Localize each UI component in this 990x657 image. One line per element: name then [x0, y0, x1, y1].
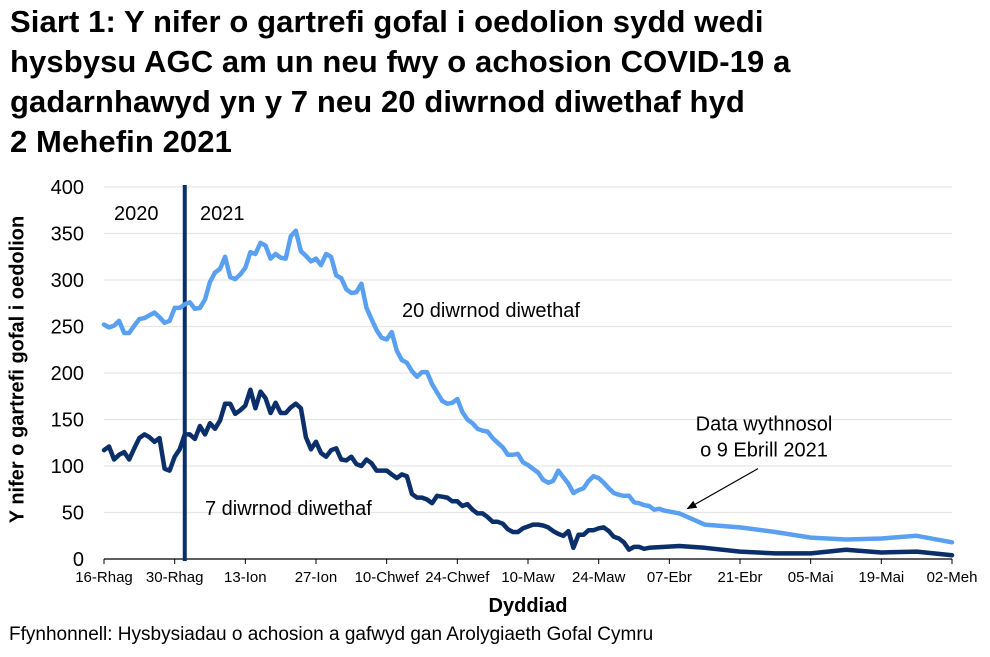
y-tick-label: 350 — [51, 224, 84, 246]
x-tick-label: 24-Maw — [572, 569, 626, 586]
title-line-2: hysbysu AGC am un neu fwy o achosion COV… — [10, 44, 791, 79]
annotation-text: Data wythnosol — [696, 414, 833, 436]
y-tick-label: 100 — [51, 456, 84, 478]
annotation-label: 7 diwrnod diwethaf — [205, 498, 372, 520]
y-axis-ticks: 0 50 100 150 200 250 300 350 400 — [51, 177, 84, 571]
y-tick-label: 150 — [51, 410, 84, 432]
annotation-text: o 9 Ebrill 2021 — [700, 440, 828, 462]
y-axis-label: Y nifer o gartrefi gofal i oedolion — [6, 215, 29, 524]
x-tick-label: 21-Ebr — [717, 569, 762, 586]
x-tick-label: 05-Mai — [788, 569, 834, 586]
x-tick-label: 19-Mai — [858, 569, 904, 586]
annotation-arrow — [686, 468, 759, 510]
x-tick-label: 27-Ion — [295, 569, 338, 586]
x-tick-label: 10-Maw — [501, 569, 555, 586]
annotation-label: 2021 — [200, 203, 245, 225]
annotations: 2020 2021 20 diwrnod diwethaf 7 diwrnod diw… — [114, 203, 832, 520]
y-tick-label: 400 — [51, 177, 84, 199]
x-tick-label: 07-Ebr — [647, 569, 692, 586]
series-line — [101, 228, 955, 545]
title-line-1: Siart 1: Y nifer o gartrefi gofal i oedo… — [10, 4, 764, 39]
chart-title: Siart 1: Y nifer o gartrefi gofal i oedo… — [10, 2, 985, 162]
series-lines — [101, 228, 955, 558]
y-tick-label: 50 — [62, 503, 84, 525]
y-tick-label: 0 — [73, 549, 84, 571]
title-line-3: gadarnhawyd yn y 7 neu 20 diwrnod diweth… — [10, 84, 745, 119]
y-tick-label: 250 — [51, 317, 84, 339]
y-tick-label: 300 — [51, 270, 84, 292]
x-axis: 16-Rhag 30-Rhag 13-Ion 27-Ion 10-Chwef 24-Chw… — [75, 558, 978, 586]
annotation-label: 2020 — [114, 203, 159, 225]
x-tick-label: 30-Rhag — [146, 569, 204, 586]
source-note: Ffynhonnell: Hysbysiadau o achosion a ga… — [9, 624, 654, 645]
x-axis-label: Dyddiad — [488, 595, 568, 617]
x-tick-label: 02-Meh — [927, 569, 978, 586]
x-tick-label: 24-Chwef — [425, 569, 490, 586]
y-tick-label: 200 — [51, 363, 84, 385]
x-tick-label: 10-Chwef — [355, 569, 420, 586]
title-line-4: 2 Mehefin 2021 — [10, 124, 232, 159]
annotation-label: 20 diwrnod diwethaf — [402, 300, 580, 322]
series-line — [101, 387, 955, 558]
x-tick-label: 16-Rhag — [75, 569, 133, 586]
x-tick-label: 13-Ion — [224, 569, 267, 586]
